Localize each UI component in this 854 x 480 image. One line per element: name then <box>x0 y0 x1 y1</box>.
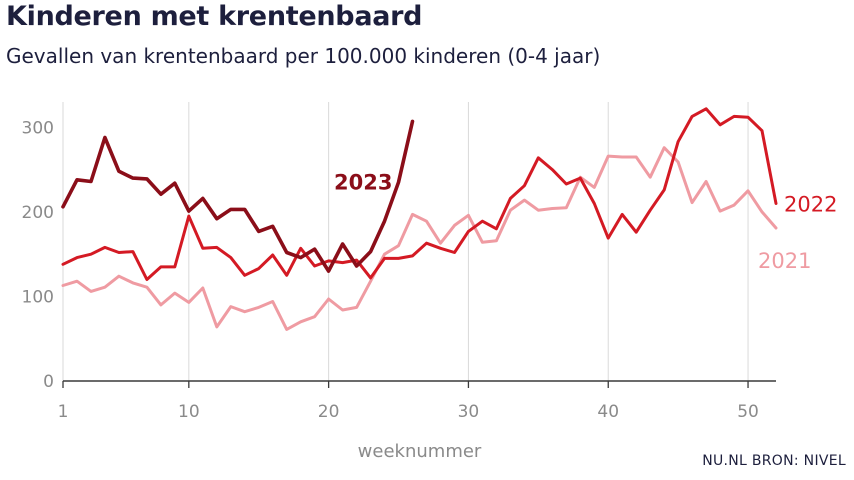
series-lines <box>61 107 778 331</box>
x-axis-title: weeknummer <box>358 441 482 462</box>
y-tick-label-300: 300 <box>22 118 54 138</box>
gridlines <box>62 102 749 381</box>
x-tick-label-30: 30 <box>458 402 480 422</box>
source-credit: NU.NL BRON: NIVEL <box>702 453 846 469</box>
x-tick-label-20: 20 <box>318 402 340 422</box>
series-label-2022: 2022 <box>784 192 837 216</box>
series-line-2023 <box>61 119 415 273</box>
series-label-2021: 2021 <box>758 249 811 273</box>
y-tick-label-100: 100 <box>22 287 54 307</box>
x-tick-label-10: 10 <box>178 402 200 422</box>
series-line-2021 <box>61 146 778 331</box>
x-tick-label-50: 50 <box>737 402 759 422</box>
chart-title: Kinderen met krentenbaard <box>6 1 423 32</box>
series-line-2022 <box>61 107 778 281</box>
series-labels: 2021 2022 2023 <box>334 170 837 273</box>
chart-subtitle: Gevallen van krentenbaard per 100.000 ki… <box>6 44 601 68</box>
y-axis-labels: 0 100 200 300 <box>22 118 54 392</box>
series-label-2023: 2023 <box>334 170 392 194</box>
y-tick-label-200: 200 <box>22 203 54 223</box>
x-axis: 1 10 20 30 40 50 weeknummer <box>58 380 776 462</box>
y-tick-label-0: 0 <box>43 372 54 392</box>
x-tick-label-40: 40 <box>597 402 619 422</box>
x-tick-label-1: 1 <box>58 402 69 422</box>
